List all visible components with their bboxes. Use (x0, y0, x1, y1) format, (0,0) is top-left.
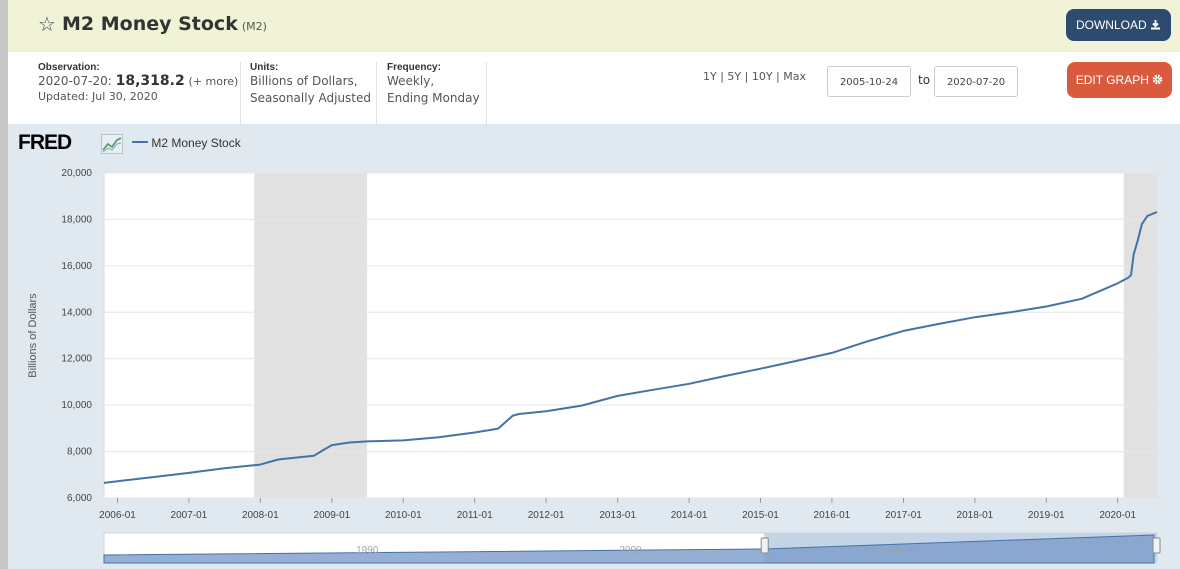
recession-band (1123, 173, 1157, 498)
range-max-button[interactable]: Max (783, 70, 807, 83)
to-label: to (918, 73, 931, 87)
series-code: (M2) (241, 20, 267, 33)
x-tick-label: 2010-01 (385, 510, 422, 521)
page-title: M2 Money Stock (M2) (62, 13, 267, 35)
chart-legend: M2 Money Stock (132, 136, 241, 150)
navigator-year-label: 1990 (356, 545, 379, 556)
download-label: DOWNLOAD (1075, 18, 1147, 32)
legend-swatch (132, 141, 148, 143)
y-tick-label: 6,000 (67, 493, 92, 504)
x-tick-label: 2017-01 (885, 510, 922, 521)
star-icon[interactable]: ☆ (38, 12, 56, 36)
start-date-input[interactable]: 2005-10-24 (827, 66, 911, 97)
navigator-handle[interactable] (760, 537, 769, 554)
more-link[interactable]: (+ more) (188, 75, 239, 88)
y-tick-label: 16,000 (61, 261, 92, 272)
updated-text: Updated: Jul 30, 2020 (38, 90, 158, 103)
units-line-2: Seasonally Adjusted (250, 91, 372, 105)
x-tick-label: 2015-01 (742, 510, 779, 521)
navigator-year-label: 2000 (619, 545, 642, 556)
series-line-m2 (103, 211, 1158, 484)
x-tick-label: 2018-01 (957, 510, 994, 521)
chart-line-icon (101, 134, 123, 154)
x-tick-label: 2007-01 (171, 510, 208, 521)
y-tick-label: 20,000 (61, 168, 92, 179)
x-tick-label: 2011-01 (457, 510, 493, 521)
range-1y-button[interactable]: 1Y (703, 70, 717, 83)
units-block: Units: Billions of Dollars, Seasonally A… (240, 62, 377, 124)
series-title: M2 Money Stock (62, 13, 238, 35)
gear-icon (1152, 74, 1163, 85)
x-tick-label: 2006-01 (99, 510, 136, 521)
x-tick-label: 2020-01 (1099, 510, 1136, 521)
x-tick-label: 2014-01 (671, 510, 708, 521)
legend-label: M2 Money Stock (151, 136, 241, 150)
navigator-handle[interactable] (1152, 537, 1161, 554)
range-5y-button[interactable]: 5Y (727, 70, 742, 83)
chart-plot[interactable]: 6,000 8,000 10,000 12,000 14,000 16,000 18,000… (0, 124, 1180, 569)
download-button[interactable]: DOWNLOAD (1066, 9, 1171, 41)
navigator-year-label: 2010 (883, 545, 906, 556)
observation-date: 2020-07-20: (38, 74, 112, 88)
units-line-1: Billions of Dollars, (250, 74, 358, 88)
end-date-input[interactable]: 2020-07-20 (934, 66, 1018, 97)
x-tick-label: 2013-01 (599, 510, 636, 521)
range-10y-button[interactable]: 10Y (751, 70, 773, 83)
observation-value: 18,318.2 (115, 73, 185, 89)
x-tick-label: 2009-01 (314, 510, 351, 521)
x-tick-label: 2008-01 (242, 510, 279, 521)
x-tick-label: 2016-01 (814, 510, 851, 521)
observation-label: Observation: (38, 62, 100, 73)
units-label: Units: (250, 62, 279, 73)
y-tick-label: 10,000 (61, 400, 92, 411)
fred-logo[interactable]: FRED (18, 131, 72, 154)
download-icon (1151, 20, 1160, 30)
title-bar (8, 0, 1180, 52)
y-tick-label: 8,000 (67, 447, 92, 458)
observation-block: Observation: 2020-07-20: 18,318.2 (+ mor… (28, 62, 241, 124)
edit-graph-button[interactable]: EDIT GRAPH (1067, 62, 1172, 98)
frequency-line-2: Ending Monday (387, 91, 480, 105)
y-tick-label: 18,000 (61, 214, 92, 225)
y-tick-label: 14,000 (61, 307, 92, 318)
edit-graph-label: EDIT GRAPH (1075, 73, 1149, 87)
recession-band (254, 173, 368, 498)
y-axis-label: Billions of Dollars (27, 293, 39, 378)
frequency-label: Frequency: (387, 62, 441, 73)
x-tick-label: 2012-01 (528, 510, 565, 521)
y-tick-label: 12,000 (61, 354, 92, 365)
x-tick-label: 2019-01 (1028, 510, 1065, 521)
frequency-line-1: Weekly, (387, 74, 435, 88)
range-buttons: 1Y | 5Y | 10Y | Max (703, 70, 807, 83)
left-border (0, 0, 8, 569)
frequency-block: Frequency: Weekly, Ending Monday (377, 62, 487, 124)
